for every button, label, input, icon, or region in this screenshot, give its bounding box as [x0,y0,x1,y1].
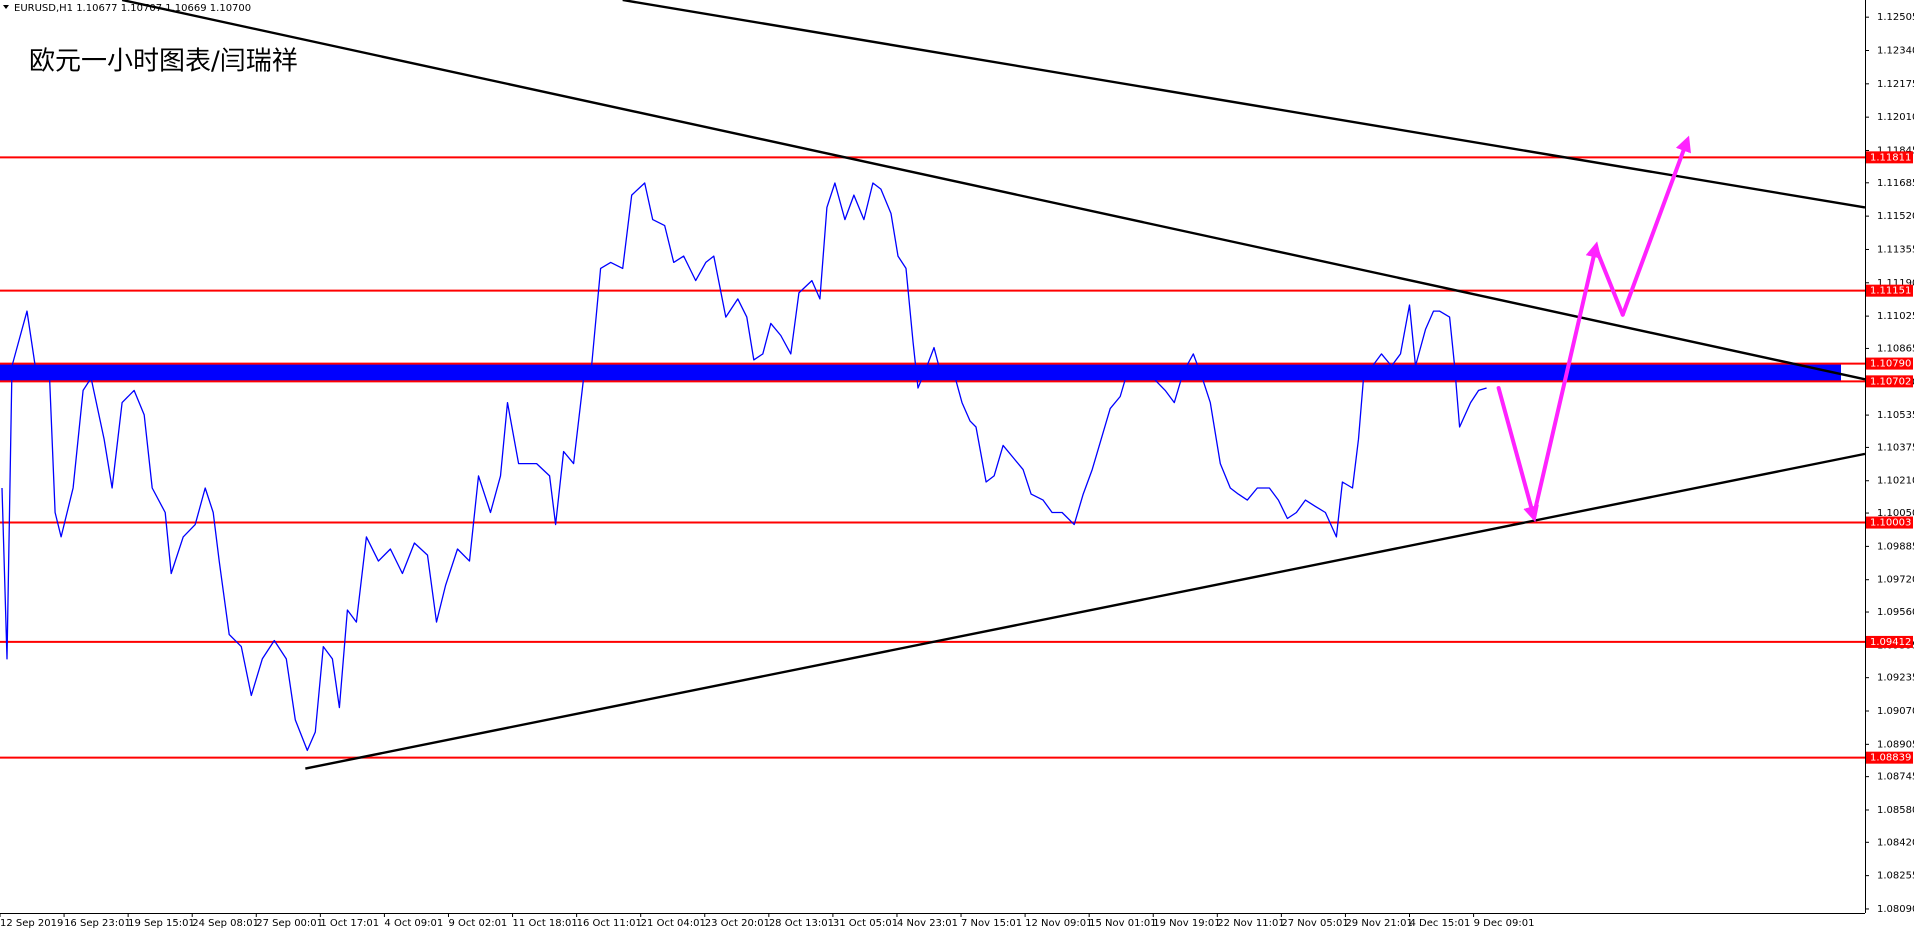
price-line [1,182,1487,752]
level-label-box [1866,635,1913,648]
x-tick-label: 29 Nov 21:01 [1345,918,1412,929]
x-tick-label: 28 Oct 13:01 [769,918,834,929]
level-label: 1.11151 [1870,286,1911,297]
y-tick-label: 1.11355 [1877,244,1914,255]
level-label: 1.08839 [1870,753,1911,764]
x-tick-label: 22 Nov 11:01 [1217,918,1284,929]
x-tick-label: 4 Oct 09:01 [384,918,443,929]
x-tick-label: 7 Nov 15:01 [961,918,1022,929]
y-tick-label: 1.10865 [1877,343,1914,354]
x-tick-label: 27 Nov 05:01 [1281,918,1348,929]
price-zone [0,363,1841,382]
y-tick-label: 1.09560 [1877,607,1914,618]
forecast-arrow [1620,135,1691,317]
y-tick-label: 1.11025 [1877,311,1914,322]
symbol-header: EURUSD,H1 1.10677 1.10707 1.10669 1.1070… [14,3,251,14]
menu-icon[interactable] [3,5,9,9]
y-tick-label: 1.11685 [1877,178,1914,189]
x-tick-label: 27 Sep 00:01 [256,918,323,929]
x-tick-label: 23 Oct 20:01 [705,918,770,929]
y-tick-label: 1.09885 [1877,541,1914,552]
x-tick-label: 12 Nov 09:01 [1025,918,1092,929]
y-tick-label: 1.08745 [1877,772,1914,783]
y-tick-label: 1.08420 [1877,837,1914,848]
x-tick-label: 24 Sep 08:01 [192,918,259,929]
x-tick-label: 16 Oct 11:01 [577,918,642,929]
forecast-arrow [1593,245,1625,317]
level-label: 1.10790 [1870,359,1911,370]
level-label-box [1866,284,1913,297]
x-tick-label: 19 Sep 15:01 [128,918,195,929]
level-label-box [1866,516,1913,529]
level-label-box [1866,375,1913,388]
x-tick-label: 12 Sep 2019 [0,918,63,929]
level-label-box [1866,751,1913,764]
y-tick-label: 1.08580 [1877,805,1914,816]
level-label: 1.10702 [1870,376,1911,387]
y-tick-label: 1.08905 [1877,739,1914,750]
y-tick-label: 1.10535 [1877,410,1914,421]
y-tick-label: 1.10210 [1877,476,1914,487]
y-tick-label: 1.10375 [1877,442,1914,453]
y-tick-label: 1.12010 [1877,112,1914,123]
forecast-arrow [1531,241,1602,519]
x-tick-label: 4 Dec 15:01 [1410,918,1471,929]
y-tick-label: 1.11520 [1877,211,1914,222]
y-tick-label: 1.08090 [1877,904,1914,915]
y-tick-label: 1.08255 [1877,871,1914,882]
x-tick-label: 9 Dec 09:01 [1474,918,1535,929]
level-label-box [1866,151,1913,164]
y-tick-label: 1.10050 [1877,508,1914,519]
forecast-arrow [1496,386,1539,523]
x-tick-label: 31 Oct 05:01 [833,918,898,929]
x-tick-label: 16 Sep 23:01 [64,918,131,929]
y-tick-label: 1.12340 [1877,45,1914,56]
trend-line [622,0,1866,209]
y-tick-label: 1.09070 [1877,706,1914,717]
level-label: 1.09412 [1870,637,1911,648]
chart-annotation: 欧元一小时图表/闫瑞祥 [29,47,298,77]
x-tick-label: 1 Oct 17:01 [320,918,379,929]
level-label-box [1866,357,1913,370]
y-tick-label: 1.09720 [1877,575,1914,586]
level-label: 1.11811 [1870,152,1911,163]
y-tick-label: 1.09235 [1877,673,1914,684]
level-label: 1.10003 [1870,518,1911,529]
x-tick-label: 15 Nov 01:01 [1089,918,1156,929]
x-tick-label: 9 Oct 02:01 [448,918,507,929]
y-tick-label: 1.12175 [1877,79,1914,90]
x-tick-label: 4 Nov 23:01 [897,918,958,929]
y-tick-label: 1.12505 [1877,12,1914,23]
trend-line [305,452,1866,770]
y-tick-label: 1.11190 [1877,278,1914,289]
x-tick-label: 19 Nov 19:01 [1153,918,1220,929]
x-tick-label: 11 Oct 18:01 [513,918,578,929]
x-tick-label: 21 Oct 04:01 [641,918,706,929]
y-tick-label: 1.11845 [1877,145,1914,156]
trend-line [121,0,1866,381]
